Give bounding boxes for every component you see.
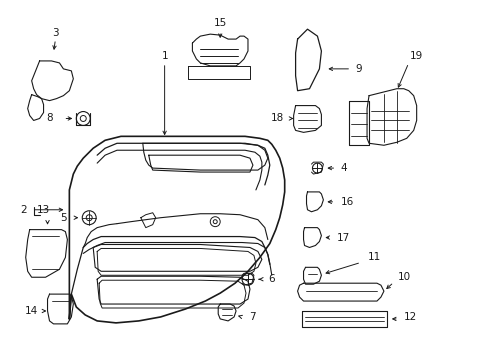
Text: 15: 15 xyxy=(214,18,227,28)
Text: 11: 11 xyxy=(368,252,381,262)
Text: 2: 2 xyxy=(21,205,27,215)
Text: 18: 18 xyxy=(271,113,284,123)
Text: 1: 1 xyxy=(161,51,168,61)
Text: 13: 13 xyxy=(37,205,50,215)
Text: 12: 12 xyxy=(404,312,417,322)
Text: 3: 3 xyxy=(52,28,59,38)
Text: 9: 9 xyxy=(356,64,363,74)
Text: 6: 6 xyxy=(269,274,275,284)
Text: 16: 16 xyxy=(341,197,354,207)
Text: 8: 8 xyxy=(46,113,53,123)
Text: 17: 17 xyxy=(337,233,350,243)
Text: 4: 4 xyxy=(341,163,347,173)
Text: 7: 7 xyxy=(248,312,255,322)
Text: 19: 19 xyxy=(410,51,423,61)
Text: 5: 5 xyxy=(60,213,67,223)
Text: 14: 14 xyxy=(25,306,38,316)
Text: 10: 10 xyxy=(398,272,411,282)
